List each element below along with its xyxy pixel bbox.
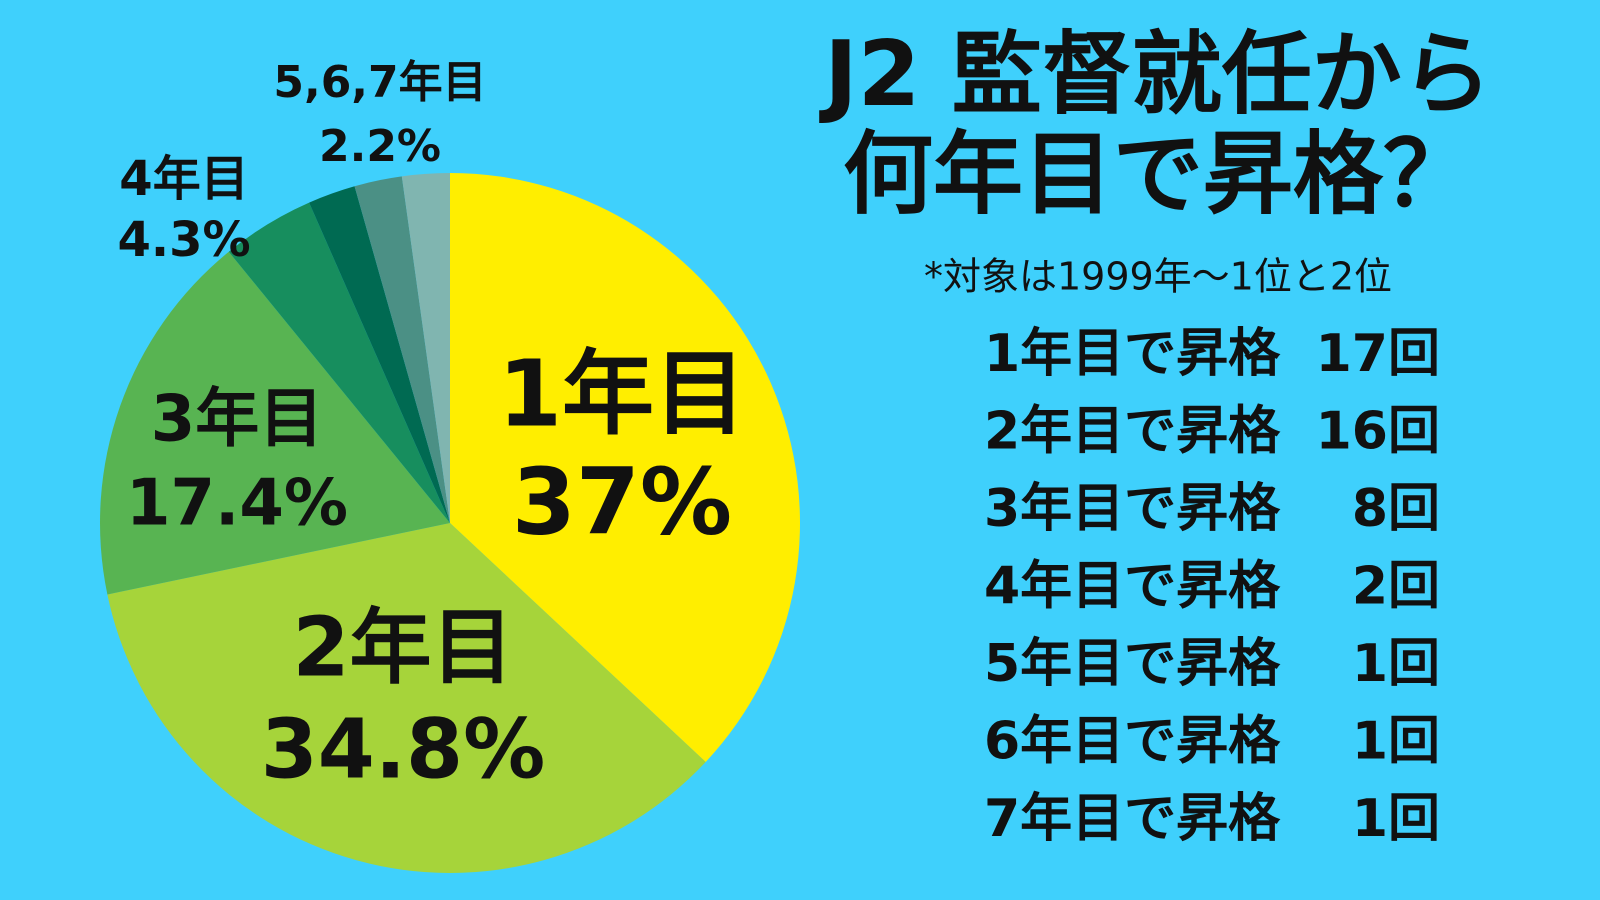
- table-label: 1年目で昇格: [984, 324, 1281, 384]
- slice-label: 1年目: [498, 340, 746, 447]
- slice-value-label: 4.3%: [117, 212, 250, 268]
- pie-slice: [309, 186, 450, 523]
- table-count: 17回: [1316, 324, 1440, 384]
- slice-label: 4年目: [119, 151, 248, 207]
- chart-title: J2 監督就任から: [818, 22, 1491, 127]
- table-label: 6年目で昇格: [984, 712, 1281, 772]
- slice-value-label: 37%: [512, 448, 732, 555]
- subtitle: *対象は1999年〜1位と2位: [924, 255, 1392, 299]
- table-count: 16回: [1316, 402, 1440, 462]
- table-label: 3年目で昇格: [984, 479, 1281, 539]
- slice-value-label: 34.8%: [261, 702, 545, 797]
- pie-slice: [354, 176, 450, 523]
- pie: [99, 173, 800, 873]
- pie-slice: [107, 523, 706, 873]
- table-label: 7年目で昇格: [984, 789, 1281, 849]
- pie-slice: [450, 173, 800, 762]
- table-count: 1回: [1352, 634, 1440, 694]
- table-label: 2年目で昇格: [984, 402, 1281, 462]
- table-count: 8回: [1352, 479, 1440, 539]
- table-count: 1回: [1352, 712, 1440, 772]
- table-label: 5年目で昇格: [984, 634, 1281, 694]
- group-label: 5,6,7年目: [273, 57, 486, 108]
- chart-title: 何年目で昇格？: [843, 122, 1473, 227]
- slice-value-label: 17.4%: [126, 467, 348, 541]
- table-label: 4年目で昇格: [984, 557, 1281, 617]
- pie-slice: [99, 251, 450, 595]
- slice-label: 3年目: [151, 383, 324, 457]
- table-count: 2回: [1352, 557, 1440, 617]
- group-value-label: 2.2%: [319, 121, 441, 172]
- pie-slice: [228, 202, 450, 524]
- pie-slice: [401, 173, 450, 523]
- table-count: 1回: [1352, 789, 1440, 849]
- slice-label: 2年目: [292, 600, 513, 695]
